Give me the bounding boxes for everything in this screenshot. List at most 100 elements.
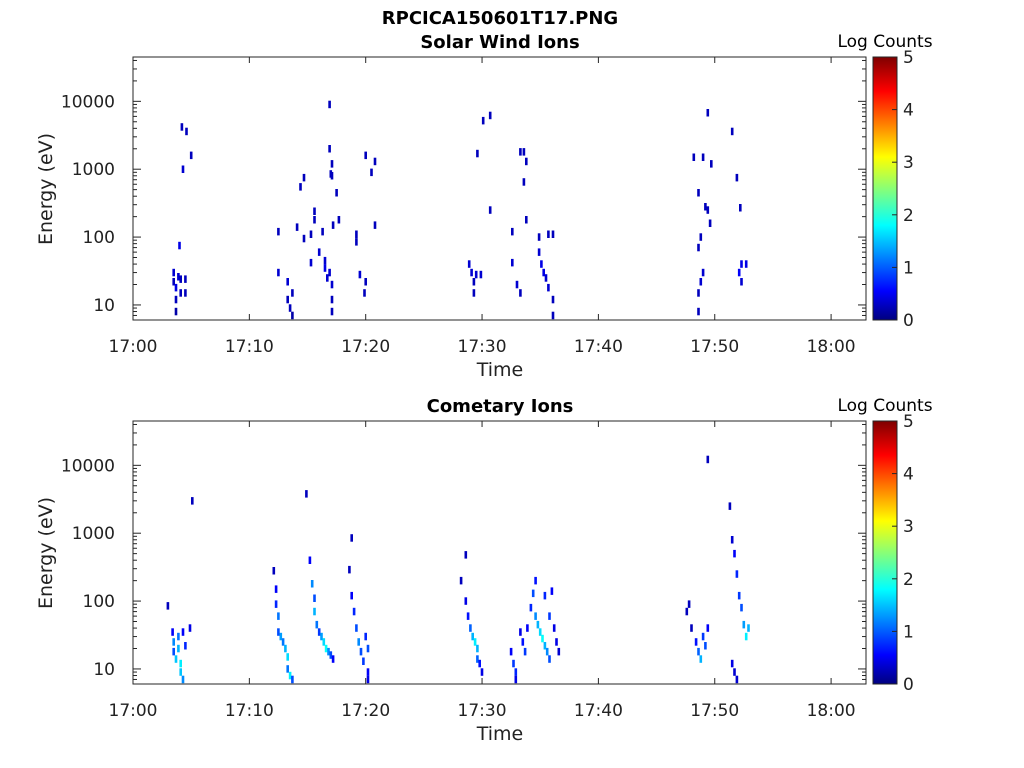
data-cell (697, 289, 700, 297)
data-cell (330, 160, 334, 168)
data-cell (317, 628, 321, 636)
data-cell (544, 274, 548, 282)
data-cell (552, 624, 556, 632)
data-cell (735, 675, 739, 684)
data-cell (742, 620, 746, 629)
data-cell (694, 638, 698, 646)
data-cell (730, 536, 734, 544)
data-cell (519, 289, 522, 297)
data-cell (701, 153, 705, 161)
data-cell (184, 275, 187, 283)
data-cell (302, 173, 306, 182)
data-cell (328, 268, 331, 277)
data-cell (313, 216, 316, 224)
data-cell (322, 638, 326, 646)
data-cell (327, 647, 330, 656)
data-cell (469, 624, 472, 632)
data-cell (177, 632, 180, 641)
data-cell (515, 280, 519, 289)
data-cell (548, 612, 551, 620)
data-cell (474, 270, 478, 279)
data-cell (551, 295, 555, 304)
data-cell (331, 221, 335, 229)
data-cell (352, 607, 356, 616)
data-cell (309, 258, 313, 267)
data-cell (542, 268, 545, 277)
data-cell (321, 227, 324, 236)
data-cell (174, 295, 178, 304)
colorbar-tick-label: 4 (903, 101, 914, 121)
data-cell (281, 638, 285, 646)
data-cell (525, 157, 528, 166)
data-cell (357, 638, 360, 646)
data-cell (519, 628, 522, 636)
data-cell (534, 576, 537, 585)
data-cell (478, 659, 481, 668)
data-cell (330, 280, 334, 289)
data-cell (313, 594, 316, 602)
x-tick-label: 17:20 (341, 701, 390, 721)
data-cell (697, 189, 700, 197)
data-cell (180, 123, 184, 131)
data-cell (472, 289, 476, 297)
data-cell (177, 273, 180, 281)
colorbar-tick-label: 1 (903, 258, 914, 278)
data-cell (525, 216, 528, 224)
data-cell (184, 642, 187, 650)
data-cell (317, 248, 321, 256)
data-cell (320, 632, 323, 641)
data-cell (514, 675, 518, 684)
colorbar-frame (872, 56, 898, 321)
x-tick-label: 18:00 (807, 701, 856, 721)
data-cell (523, 647, 527, 656)
data-cell (543, 642, 547, 650)
data-cell (286, 295, 289, 304)
colorbar-tick-label: 2 (903, 206, 914, 226)
y-tick-label: 10000 (61, 92, 115, 112)
data-cell (174, 655, 178, 663)
data-cell (330, 172, 334, 180)
data-cell (185, 127, 188, 136)
data-cell (545, 647, 549, 656)
data-cell (179, 289, 182, 297)
y-tick-label: 10 (93, 660, 115, 680)
data-cell (476, 655, 479, 663)
data-cell (728, 502, 732, 510)
data-cell (362, 657, 365, 665)
data-cell (373, 221, 377, 229)
data-cell (277, 227, 280, 236)
data-cell (373, 157, 377, 166)
data-cell (277, 268, 280, 277)
data-cell (288, 304, 292, 312)
data-cell (184, 289, 187, 297)
data-cell (172, 278, 175, 286)
data-cell (172, 647, 175, 656)
data-cell (174, 283, 178, 292)
y-axis-label: Energy (eV) (35, 133, 57, 245)
colorbar-tick-label: 4 (903, 465, 914, 485)
data-cell (466, 612, 470, 620)
data-cell (733, 549, 736, 558)
colorbar-label: Log Counts (837, 32, 932, 52)
plot-area: 17:00 17:10 17:20 17:30 17:40 17:50 18:0010100… (61, 48, 914, 357)
data-cell (701, 632, 705, 641)
data-cell (551, 311, 555, 320)
data-cell (699, 278, 703, 286)
figure-title: RPCICA150601T17.PNG (382, 8, 618, 29)
data-cell (547, 283, 550, 292)
data-cell (313, 607, 316, 616)
colorbar-label: Log Counts (837, 396, 932, 416)
plot-area: 17:00 17:10 17:20 17:30 17:40 17:50 18:0010100… (61, 412, 914, 721)
data-cell (692, 153, 696, 161)
data-cell (488, 206, 492, 214)
y-tick-label: 100 (83, 228, 115, 248)
data-cell (350, 534, 353, 542)
data-cell (355, 238, 358, 246)
colorbar-tick-label: 5 (903, 412, 914, 432)
data-cell (286, 665, 289, 673)
x-tick-label: 17:10 (225, 701, 274, 721)
data-cell (330, 295, 334, 304)
x-axis-label: Time (476, 723, 524, 745)
data-cell (519, 148, 522, 156)
data-cell (730, 659, 734, 668)
